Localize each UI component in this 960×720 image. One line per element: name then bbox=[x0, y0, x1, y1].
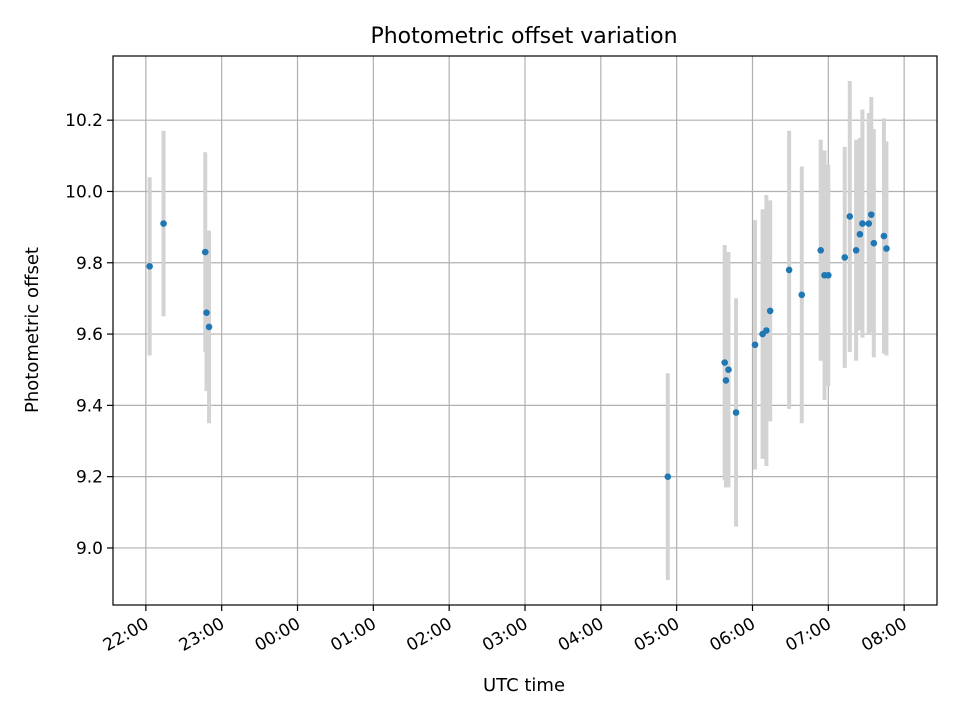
data-point bbox=[725, 366, 732, 374]
chart-title: Photometric offset variation bbox=[370, 24, 677, 49]
data-point bbox=[859, 220, 866, 227]
data-point bbox=[763, 327, 770, 334]
y-tick-label: 10.0 bbox=[65, 182, 103, 202]
y-tick-label: 9.2 bbox=[76, 468, 103, 488]
data-point bbox=[870, 239, 878, 247]
data-point bbox=[798, 291, 806, 299]
data-point bbox=[721, 359, 728, 366]
x-axis-label: UTC time bbox=[483, 675, 565, 696]
y-tick-label: 9.0 bbox=[76, 539, 103, 559]
data-point bbox=[751, 341, 759, 349]
data-point bbox=[785, 266, 793, 274]
data-point bbox=[846, 213, 854, 220]
data-point bbox=[201, 248, 209, 256]
y-tick-label: 9.8 bbox=[76, 254, 103, 274]
data-point bbox=[732, 409, 740, 416]
data-point bbox=[817, 246, 825, 254]
data-point bbox=[825, 271, 832, 279]
y-axis-label: Photometric offset bbox=[22, 247, 43, 413]
data-point bbox=[883, 245, 890, 252]
data-point bbox=[865, 220, 873, 227]
data-point bbox=[146, 263, 153, 270]
y-axis-ticks: 9.0 9.2 9.4 9.6 9.8 10.0 10.2 bbox=[65, 111, 113, 559]
y-tick-label: 9.6 bbox=[76, 325, 103, 345]
data-point bbox=[722, 377, 730, 384]
data-point bbox=[867, 211, 875, 218]
data-points bbox=[146, 211, 890, 480]
y-tick-label: 10.2 bbox=[65, 111, 103, 131]
data-point bbox=[841, 254, 849, 261]
data-point bbox=[160, 220, 167, 227]
y-tick-label: 9.4 bbox=[76, 396, 103, 416]
data-point bbox=[664, 473, 672, 480]
data-point bbox=[203, 309, 210, 316]
data-point bbox=[766, 307, 774, 315]
data-point bbox=[856, 230, 864, 238]
data-point bbox=[880, 232, 888, 240]
data-point bbox=[852, 246, 860, 254]
grid-lines bbox=[113, 56, 937, 605]
data-point bbox=[205, 323, 213, 331]
